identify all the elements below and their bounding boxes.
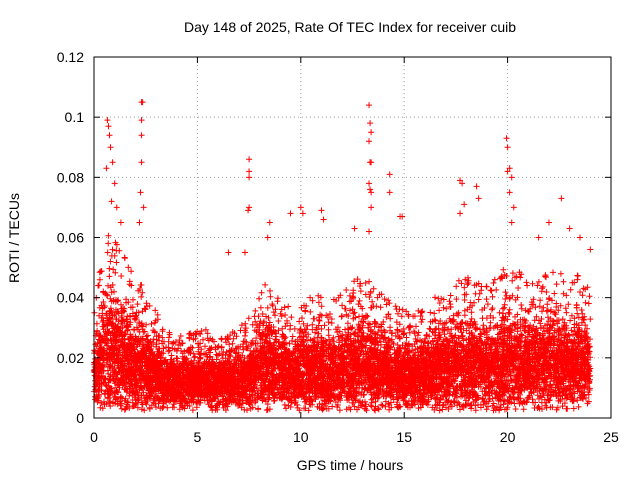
roti-peak-point (368, 204, 375, 211)
roti-peak-point (299, 210, 306, 217)
roti-peak-point (367, 120, 374, 127)
roti-peak-point (368, 189, 375, 196)
roti-peak-point (386, 189, 393, 196)
roti-peak-point (107, 144, 114, 151)
roti-peak-point (246, 174, 253, 181)
x-tick-label: 20 (500, 429, 516, 445)
roti-peak-point (503, 135, 510, 142)
roti-peak-point (108, 198, 115, 205)
roti-peak-point (508, 174, 515, 181)
roti-peak-point (109, 159, 116, 166)
roti-peak-point (508, 219, 515, 226)
x-tick-label: 10 (293, 429, 309, 445)
roti-peak-point (510, 204, 517, 211)
roti-peak-point (504, 144, 511, 151)
roti-peak-point (113, 204, 120, 211)
roti-peak-point (297, 204, 304, 211)
roti-peak-point (117, 219, 124, 226)
roti-peak-point (241, 249, 248, 256)
roti-peak-point (576, 234, 583, 241)
x-tick-label: 5 (194, 429, 202, 445)
roti-peak-point (558, 195, 565, 202)
roti-peak-point (587, 246, 594, 253)
roti-peak-point (245, 207, 252, 214)
roti-peak-point (138, 159, 145, 166)
roti-peak-point (106, 132, 113, 139)
roti-peak-point (246, 156, 253, 163)
roti-peak-point (386, 171, 393, 178)
roti-peak-point (475, 195, 482, 202)
roti-peak-point (104, 117, 111, 124)
roti-peak-point (459, 180, 466, 187)
x-tick-label: 15 (396, 429, 412, 445)
roti-peak-point (287, 210, 294, 217)
roti-peak-point (138, 132, 145, 139)
roti-peak-point (504, 168, 511, 175)
roti-peak-point (545, 219, 552, 226)
y-tick-label: 0.1 (65, 109, 85, 125)
roti-peak-point (366, 180, 373, 187)
roti-peak-point (399, 213, 406, 220)
roti-peak-point (457, 210, 464, 217)
roti-peak-point (457, 177, 464, 184)
roti-peak-point (566, 225, 573, 232)
roti-peak-point (138, 117, 145, 124)
roti-peak-point (136, 219, 143, 226)
x-tick-label: 25 (603, 429, 619, 445)
roti-peak-point (225, 249, 232, 256)
roti-peak-point (246, 168, 253, 175)
roti-peak-point (368, 129, 375, 136)
roti-peak-point (139, 99, 146, 106)
roti-peak-point (461, 201, 468, 208)
y-tick-label: 0.04 (57, 290, 84, 306)
roti-series-markers (91, 232, 594, 414)
roti-peak-point (367, 186, 374, 193)
roti-peak-point (368, 159, 375, 166)
roti-peak-point (473, 183, 480, 190)
roti-peak-point (266, 219, 273, 226)
roti-peak-point (351, 225, 358, 232)
roti-peak-point (318, 207, 325, 214)
roti-peak-point (506, 165, 513, 172)
x-tick-label: 0 (90, 429, 98, 445)
roti-peak-point (264, 234, 271, 241)
roti-peak-point (366, 228, 373, 235)
data-points (91, 99, 594, 414)
y-tick-label: 0.02 (57, 350, 84, 366)
roti-peak-point (140, 204, 147, 211)
roti-peak-point (111, 180, 118, 187)
roti-peak-point (103, 165, 110, 172)
chart-title: Day 148 of 2025, Rate Of TEC Index for r… (184, 19, 516, 35)
roti-peak-point (137, 189, 144, 196)
roti-peak-point (320, 216, 327, 223)
y-tick-label: 0.12 (57, 49, 84, 65)
roti-peak-point (366, 138, 373, 145)
y-axis-label: ROTI / TECUs (6, 193, 22, 283)
y-tick-label: 0.08 (57, 169, 84, 185)
y-tick-label: 0.06 (57, 230, 84, 246)
roti-peak-point (246, 204, 253, 211)
axis-ticks: 0 5 10 15 20 25 0 0.02 0.04 0.06 0.08 0.1 0.12 (57, 49, 619, 445)
roti-peak-point (366, 102, 373, 109)
y-tick-label: 0 (76, 410, 84, 426)
roti-peak-point (105, 123, 112, 130)
x-axis-label: GPS time / hours (297, 457, 404, 473)
roti-peak-point (535, 234, 542, 241)
roti-peak-point (506, 189, 513, 196)
